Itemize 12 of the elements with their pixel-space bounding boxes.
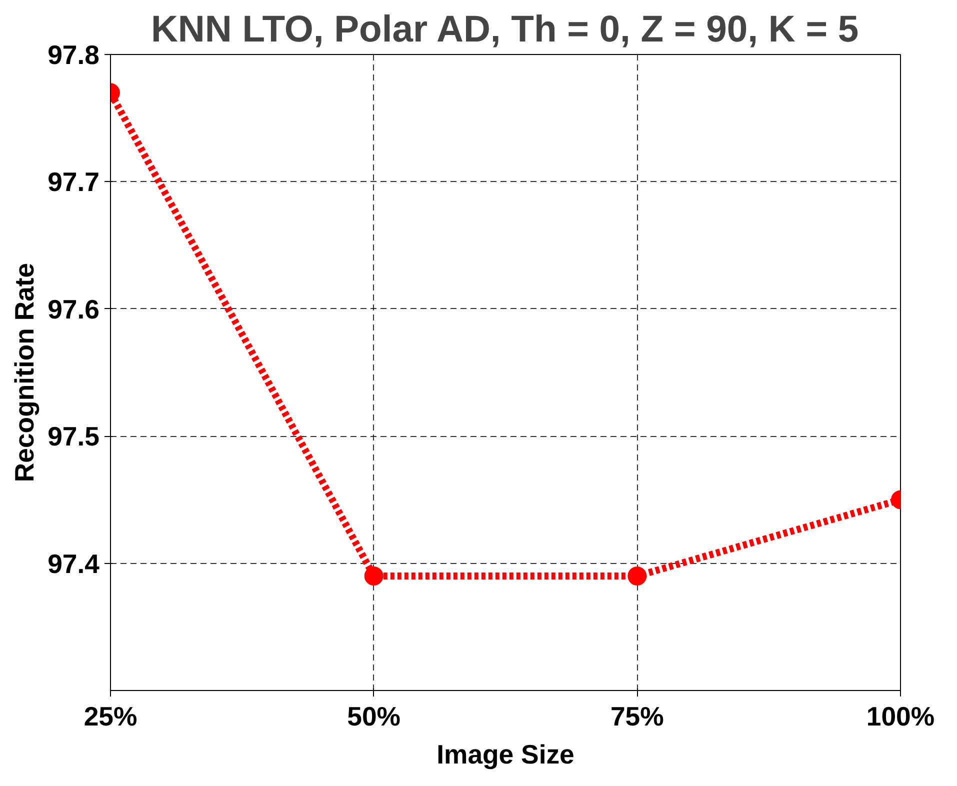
y-tick-label: 97.8 bbox=[48, 40, 100, 70]
x-tick-label: 75% bbox=[610, 702, 664, 732]
x-tick-label: 50% bbox=[347, 702, 401, 732]
y-tick-label: 97.5 bbox=[48, 422, 100, 452]
y-tick-label: 97.4 bbox=[48, 548, 100, 579]
x-tick-label: 25% bbox=[84, 702, 138, 732]
y-axis-title: Recognition Rate bbox=[10, 262, 40, 482]
x-axis-title: Image Size bbox=[436, 740, 574, 770]
y-tick-label: 97.7 bbox=[48, 167, 100, 198]
chart-title: KNN LTO, Polar AD, Th = 0, Z = 90, K = 5 bbox=[150, 8, 859, 50]
x-tick-label: 100% bbox=[866, 702, 935, 732]
y-tick-label: 97.6 bbox=[48, 294, 100, 324]
